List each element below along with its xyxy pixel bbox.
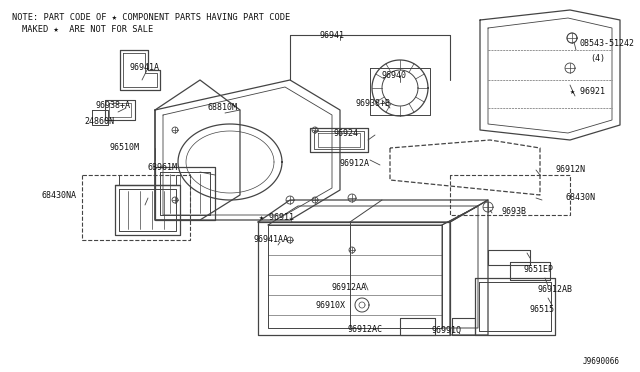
Text: 68430NA: 68430NA [42,190,77,199]
Text: 96991Q: 96991Q [432,326,462,334]
Text: 68810M: 68810M [208,103,238,112]
Text: 9693B: 9693B [502,206,527,215]
Text: ★ 96911: ★ 96911 [259,214,294,222]
Text: NOTE: PART CODE OF ★ COMPONENT PARTS HAVING PART CODE: NOTE: PART CODE OF ★ COMPONENT PARTS HAV… [12,13,291,22]
Text: 96515: 96515 [530,305,555,314]
Text: 9651EP: 9651EP [524,266,554,275]
Text: 96510M: 96510M [110,144,140,153]
Text: 96912A: 96912A [340,158,370,167]
Text: 96941: 96941 [320,31,345,39]
Text: 96912AC: 96912AC [348,326,383,334]
Text: 96941A: 96941A [130,64,160,73]
Text: (4): (4) [590,54,605,62]
Text: 68430N: 68430N [566,193,596,202]
Text: 96940: 96940 [381,71,406,80]
Text: 96912N: 96912N [555,166,585,174]
Text: ★ 96921: ★ 96921 [570,87,605,96]
Text: J9690066: J9690066 [583,357,620,366]
Text: 08543-51242: 08543-51242 [580,39,635,48]
Text: 96938+A: 96938+A [95,100,130,109]
Text: 96910X: 96910X [316,301,346,310]
Text: 24860N: 24860N [84,118,114,126]
Text: 96941AA: 96941AA [254,235,289,244]
Text: 68961M: 68961M [148,163,178,171]
Text: MAKED ★  ARE NOT FOR SALE: MAKED ★ ARE NOT FOR SALE [22,26,153,35]
Text: 96924: 96924 [333,128,358,138]
Text: 96912AA: 96912AA [332,282,367,292]
Text: 96912AB: 96912AB [537,285,572,295]
Text: 96938+B: 96938+B [355,99,390,109]
